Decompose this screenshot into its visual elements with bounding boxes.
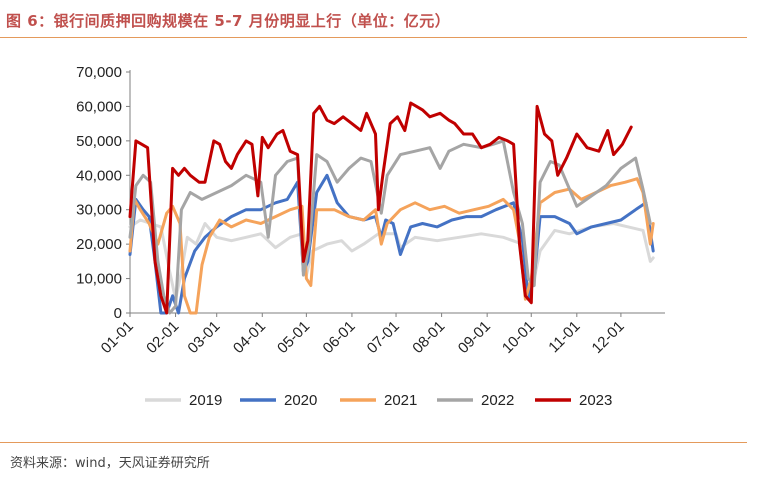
x-tick-label: 12-01 <box>589 318 628 357</box>
legend-label-2020: 2020 <box>284 392 317 409</box>
legend-label-2021: 2021 <box>384 392 417 409</box>
x-tick-label: 02-01 <box>143 318 182 357</box>
y-tick-label: 70,000 <box>76 64 122 81</box>
series-line-2019 <box>128 218 655 301</box>
y-tick-label: 0 <box>114 305 122 322</box>
y-tick-label: 20,000 <box>76 236 122 253</box>
x-tick-label: 10-01 <box>499 318 538 357</box>
y-tick-label: 40,000 <box>76 167 122 184</box>
series-line-2022 <box>128 139 652 315</box>
x-tick-label: 01-01 <box>98 318 137 357</box>
line-chart: 0 10,000 20,000 30,000 40,000 50,000 60,000 70,… <box>76 64 665 409</box>
top-rule <box>0 37 747 38</box>
x-tick-label: 03-01 <box>184 318 223 357</box>
figure-title: 图 6：银行间质押回购规模在 5-7 月份明显上行（单位：亿元） <box>6 12 451 30</box>
x-tick-label: 06-01 <box>320 318 359 357</box>
x-tick-label: 08-01 <box>409 318 448 357</box>
legend-label-2022: 2022 <box>481 392 514 409</box>
series-line-2023 <box>128 101 633 315</box>
y-tick-label: 10,000 <box>76 271 122 288</box>
x-tick-label: 09-01 <box>455 318 494 357</box>
x-tick-label: 07-01 <box>364 318 403 357</box>
legend-label-2019: 2019 <box>189 392 222 409</box>
source-note: 资料来源：wind，天风证券研究所 <box>10 456 210 471</box>
y-tick-label: 60,000 <box>76 98 122 115</box>
x-tick-label: 04-01 <box>230 318 269 357</box>
series-line-2021 <box>128 177 655 315</box>
bottom-rule <box>0 442 747 443</box>
y-tick-label: 50,000 <box>76 133 122 150</box>
y-tick-label: 30,000 <box>76 202 122 219</box>
x-tick-label: 11-01 <box>545 318 583 356</box>
x-tick-label: 05-01 <box>274 318 313 357</box>
legend-label-2023: 2023 <box>579 392 612 409</box>
series-line-2020 <box>128 173 655 315</box>
